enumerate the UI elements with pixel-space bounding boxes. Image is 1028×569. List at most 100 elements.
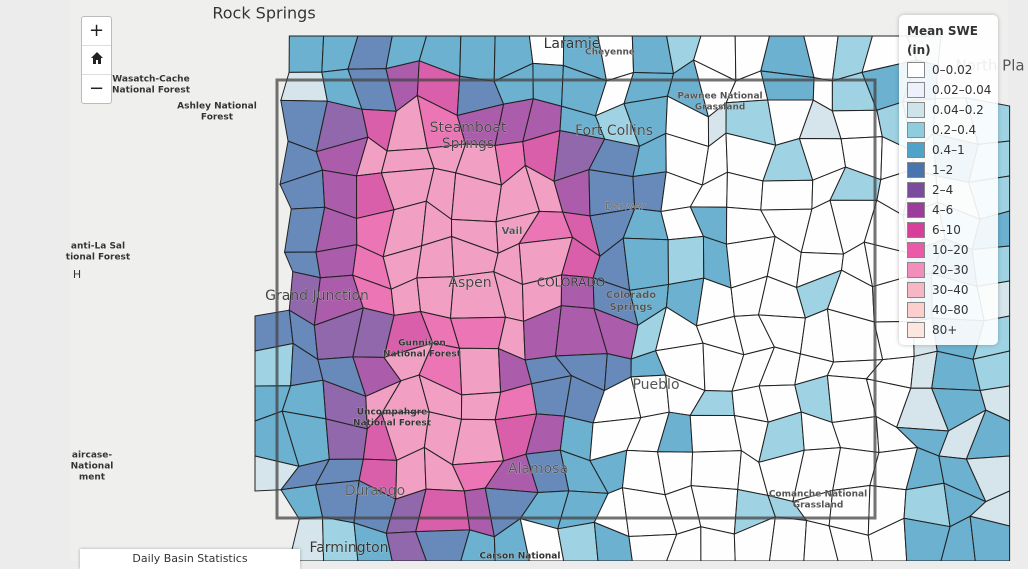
basin [867,517,908,561]
place-label: Grand Junction [265,288,369,304]
legend-title-line: Mean SWE [907,24,978,38]
basin [519,517,565,561]
place-label: Aspen [448,275,491,291]
place-label: COLORADO [537,276,605,290]
legend-item: 40–80 [899,300,998,320]
legend-swatch [907,62,925,78]
place-label: National [71,462,114,472]
place-label: Pawnee National [677,92,762,102]
basin [288,35,325,73]
place-label: Denver [605,200,645,213]
basin [593,521,633,561]
legend-swatch [907,202,925,218]
basin [449,316,507,350]
legend-swatch [907,142,925,158]
legend-label: 80+ [932,323,958,337]
legend-swatch [907,222,925,238]
legend-item: 0–0.02 [899,60,998,80]
basin [557,521,599,561]
place-label: tional Forest [66,253,131,263]
place-label: Alamosa [508,461,568,477]
zoom-control: + − [81,16,112,104]
place-label: Colorado [606,290,656,301]
place-label: Grassland [695,103,746,113]
place-label: Forest [201,113,234,123]
basin [903,517,951,561]
place-label: Gunnison [398,339,446,349]
place-label: Vail [502,226,523,237]
basin [760,179,814,211]
basin [458,347,502,396]
basin [254,342,294,387]
basin [666,526,702,561]
basin [385,531,428,561]
basin [690,450,742,491]
legend-label: 4–6 [932,203,954,217]
basin [414,529,471,561]
basin [969,515,1011,561]
zoom-in[interactable]: + [82,17,111,46]
home-button[interactable] [82,46,111,75]
legend-swatch [907,302,925,318]
place-label: Fort Collins [575,123,653,139]
basin [493,517,530,561]
legend-item: 10–20 [899,240,998,260]
legend-label: 0.04–0.2 [932,103,984,117]
basin [321,516,359,561]
legend-label: 20–30 [932,263,969,277]
legend-item: 1–2 [899,160,998,180]
basin [940,515,976,561]
basin [733,516,776,561]
footer-panel: Daily Basin Statistics [80,549,300,569]
legend-item: 30–40 [899,280,998,300]
legend-item: 20–30 [899,260,998,280]
legend-label: 10–20 [932,243,969,257]
legend-item: 0.2–0.4 [899,120,998,140]
place-label: Cheyenne [585,48,635,58]
basin [459,35,496,82]
basin [460,529,496,561]
legend-title-line: (in) [907,43,931,57]
legend-swatch [907,322,925,338]
legend-swatch [907,102,925,118]
place-label: Ashley National [177,102,257,112]
basin [460,391,502,421]
legend-item: 6–10 [899,220,998,240]
place-label: Carson National [480,552,561,562]
legend-swatch [907,262,925,278]
basin [768,516,808,561]
place-label: ment [79,473,106,483]
legend-title: Mean SWE (in) [899,15,998,60]
legend-label: 0.02–0.04 [932,83,992,97]
legend-swatch [907,182,925,198]
place-label: Rock Springs [212,4,315,23]
place-label: Pueblo [632,377,679,393]
legend-swatch [907,122,925,138]
legend: Mean SWE (in) 0–0.02 0.02–0.04 0.04–0.2 0.2–0… [899,15,998,345]
zoom-out[interactable]: − [88,78,105,99]
state-outline [275,78,877,520]
legend-label: 0.4–1 [932,143,965,157]
place-label: Laramie [544,36,601,52]
legend-label: 6–10 [932,223,961,237]
basin [622,237,670,291]
legend-item: 80+ [899,320,998,340]
place-label: Comanche National [769,490,867,500]
legend-swatch [907,82,925,98]
legend-label: 0.2–0.4 [932,123,977,137]
place-label: H [73,268,81,281]
place-label: Farmington [309,540,388,556]
legend-swatch [907,162,925,178]
legend-label: 30–40 [932,283,969,297]
basin [700,526,736,561]
place-label: Steamboat [430,120,507,136]
legend-item: 0.04–0.2 [899,100,998,120]
legend-item: 4–6 [899,200,998,220]
legend-label: 40–80 [932,303,969,317]
place-label: National Forest [112,86,191,96]
place-label: National Forest [353,419,432,429]
basin [667,235,705,286]
legend-label: 2–4 [932,183,954,197]
